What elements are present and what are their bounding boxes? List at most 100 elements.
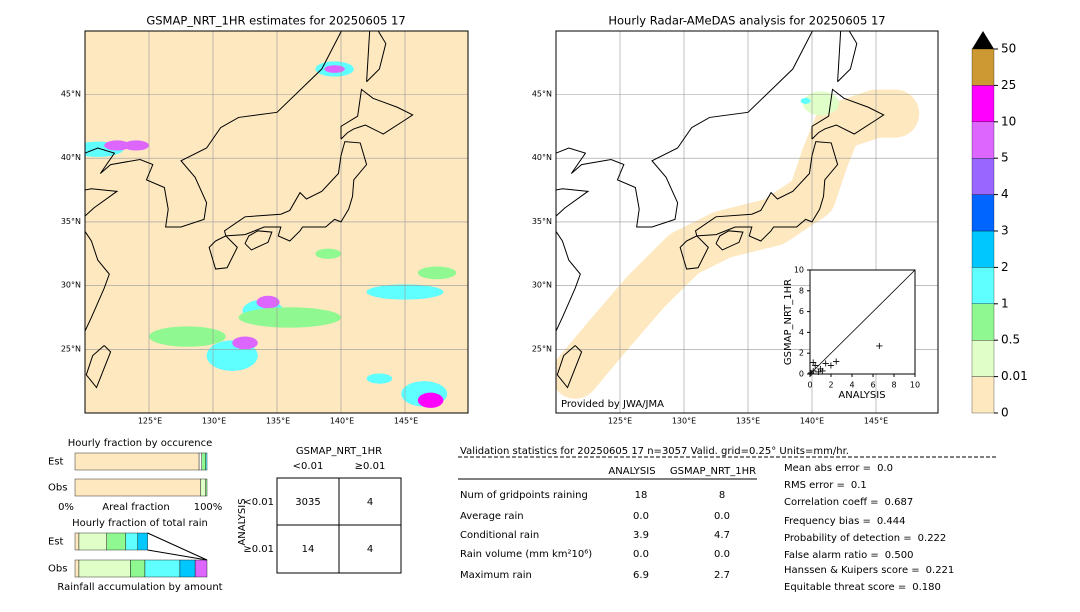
diagonal <box>809 269 916 375</box>
score: False alarm ratio = 0.500 <box>784 550 913 561</box>
column-header: GSMAP_NRT_1HR <box>670 466 756 477</box>
rain-area <box>417 392 444 408</box>
score-value: 0.687 <box>885 497 914 508</box>
y-tick-label: 4 <box>799 328 804 337</box>
axis-label: Rainfall accumulation by amount <box>57 582 222 593</box>
stat-value: 2.7 <box>714 570 730 581</box>
y-axis-label: GSMAP_NRT_1HR <box>783 279 794 365</box>
score-value: 0.221 <box>926 565 955 576</box>
rain-area <box>366 373 393 384</box>
colorbar-box <box>971 194 995 232</box>
colorbar-label: 0.01 <box>1001 369 1028 383</box>
coastline <box>85 31 343 228</box>
fraction-bar <box>198 452 202 471</box>
score-label: Correlation coeff = <box>784 497 879 508</box>
panel-title: Hourly fraction by occurence <box>68 438 212 449</box>
x-tick-label: 10 <box>910 381 920 390</box>
fraction-bar <box>78 559 131 578</box>
lon-label: 125°E <box>138 417 162 426</box>
y-tick-label: 6 <box>799 307 804 316</box>
coastline <box>556 345 583 389</box>
fraction-bar <box>74 452 200 471</box>
score: Equitable threat score = 0.180 <box>784 582 941 593</box>
coastline <box>811 88 885 140</box>
row-label: <0.01 <box>243 497 274 508</box>
scatter-point: + <box>832 357 840 368</box>
row-label: ≥0.01 <box>243 544 274 555</box>
coastline <box>85 188 119 333</box>
colorbar-label: 50 <box>1001 42 1016 56</box>
colorbar-extend <box>972 31 994 49</box>
rain-area <box>417 266 457 280</box>
y-tick-label: 8 <box>799 286 804 295</box>
table-cell: 14 <box>302 544 315 555</box>
panel-title: Hourly fraction of total rain <box>72 518 208 529</box>
score-label: False alarm ratio = <box>784 550 879 561</box>
colorbar-label: 0 <box>1001 406 1009 420</box>
score: RMS error = 0.1 <box>784 480 867 491</box>
colorbar-box <box>971 303 995 341</box>
colorbar-box <box>971 340 995 377</box>
fraction-bar <box>78 532 107 551</box>
y-tick-label: 10 <box>794 266 804 275</box>
score-label: Frequency bias = <box>784 516 871 527</box>
colorbar-box <box>971 376 995 414</box>
row-label: Average rain <box>460 511 524 522</box>
score-value: 0.1 <box>851 480 867 491</box>
fraction-bar <box>106 532 127 551</box>
lat-label: 35°N <box>61 217 81 226</box>
rain-area <box>238 307 341 328</box>
rain-area <box>256 295 280 309</box>
colorbar-box <box>971 85 995 122</box>
colorbar-label: 4 <box>1001 187 1009 201</box>
colorbar-label: 5 <box>1001 151 1009 165</box>
x-tick-label: 8 <box>891 381 896 390</box>
fraction-bar <box>74 532 80 551</box>
rain-area <box>324 65 345 73</box>
table-cell: 4 <box>367 497 373 508</box>
colorbar-box <box>971 158 995 195</box>
score: Correlation coeff = 0.687 <box>784 497 913 508</box>
colorbar-box <box>971 230 995 268</box>
rain-area <box>232 336 258 350</box>
fraction-bar <box>179 559 196 578</box>
lon-label: 135°E <box>266 417 290 426</box>
rain-area <box>104 140 130 151</box>
stat-value: 8 <box>719 490 725 501</box>
lon-label: 125°E <box>608 417 632 426</box>
bar-label: Obs <box>48 483 67 494</box>
fraction-bar <box>194 559 208 578</box>
fraction-bar <box>130 559 146 578</box>
y-tick-label: 2 <box>799 349 804 358</box>
coastline <box>85 345 112 389</box>
connector <box>147 549 208 561</box>
scatter-point: + <box>807 368 815 379</box>
colorbar-box <box>971 267 995 304</box>
lat-label: 30°N <box>532 281 552 290</box>
score: Probability of detection = 0.222 <box>784 533 946 544</box>
score-value: 0.0 <box>877 463 893 474</box>
score-label: Probability of detection = <box>784 533 912 544</box>
lat-label: 30°N <box>61 281 81 290</box>
credit: Provided by JWA/JMA <box>561 399 664 410</box>
coastline <box>340 88 414 140</box>
lat-label: 25°N <box>532 344 552 353</box>
score-value: 0.222 <box>918 533 947 544</box>
coastline <box>715 230 744 251</box>
fraction-bar <box>74 478 201 497</box>
column-label: ≥0.01 <box>355 461 386 472</box>
coastline <box>556 188 590 333</box>
stat-value: 0.0 <box>633 549 649 560</box>
scatter-point: + <box>875 341 883 352</box>
connector <box>147 532 208 561</box>
left-map <box>85 31 468 413</box>
lat-label: 25°N <box>61 344 81 353</box>
score-value: 0.500 <box>885 550 914 561</box>
rain-area <box>802 91 839 116</box>
row-title: ANALYSIS <box>237 498 248 545</box>
axis-label: 100% <box>194 502 223 513</box>
lon-label: 130°E <box>672 417 696 426</box>
table-cell: 3035 <box>295 497 320 508</box>
colorbar-label: 0.5 <box>1001 333 1020 347</box>
